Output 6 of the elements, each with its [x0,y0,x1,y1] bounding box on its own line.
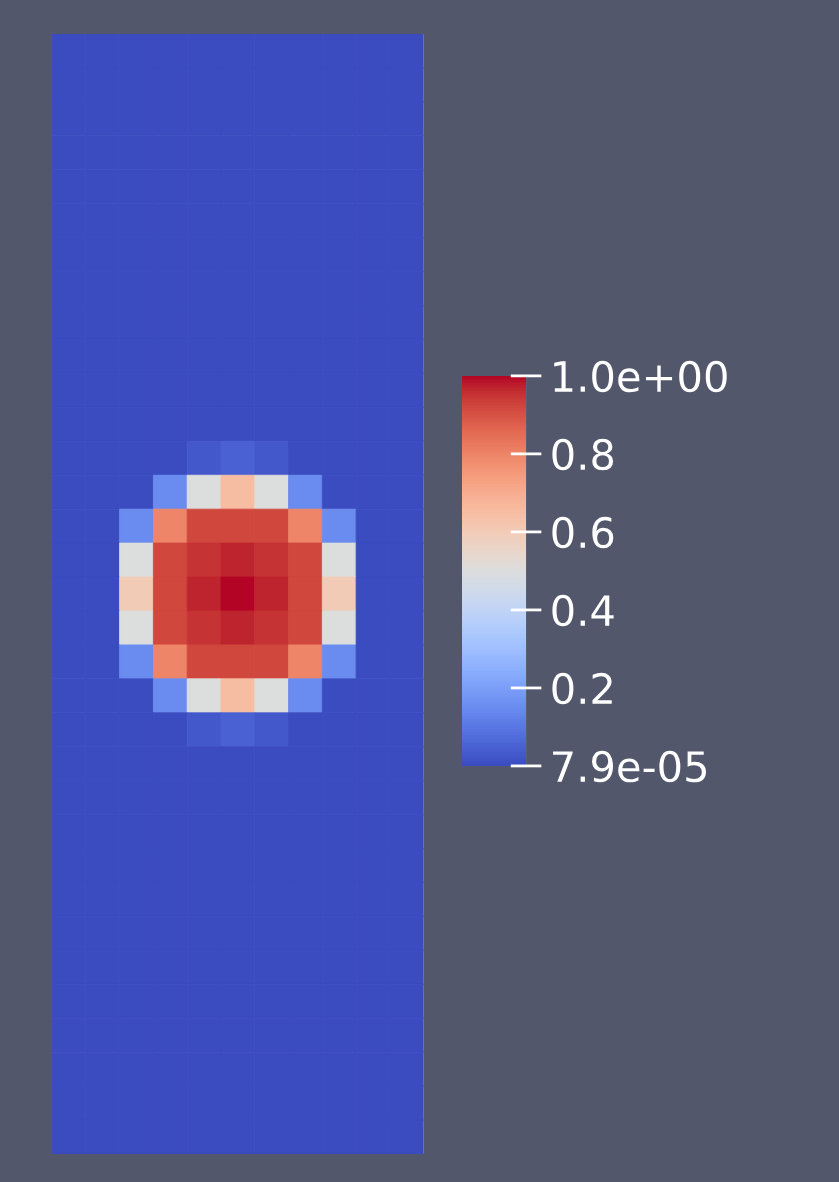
color-bar-label: 0.2 [552,672,612,705]
color-bar-label: 1.0e+00 [554,360,727,393]
color-bar-label: 0.4 [552,594,614,627]
color-bar-label: 7.9e-05 [553,750,706,783]
color-bar-label: 0.6 [552,516,614,549]
color-bar-label: 0.8 [552,438,614,471]
